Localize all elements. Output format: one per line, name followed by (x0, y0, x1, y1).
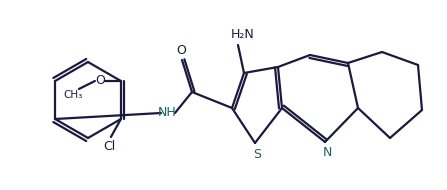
Text: N: N (322, 146, 332, 159)
Text: O: O (95, 74, 105, 88)
Text: H₂N: H₂N (231, 28, 255, 41)
Text: CH₃: CH₃ (63, 90, 83, 100)
Text: Cl: Cl (103, 140, 115, 154)
Text: O: O (176, 44, 186, 56)
Text: NH: NH (158, 107, 177, 120)
Text: S: S (253, 147, 261, 161)
